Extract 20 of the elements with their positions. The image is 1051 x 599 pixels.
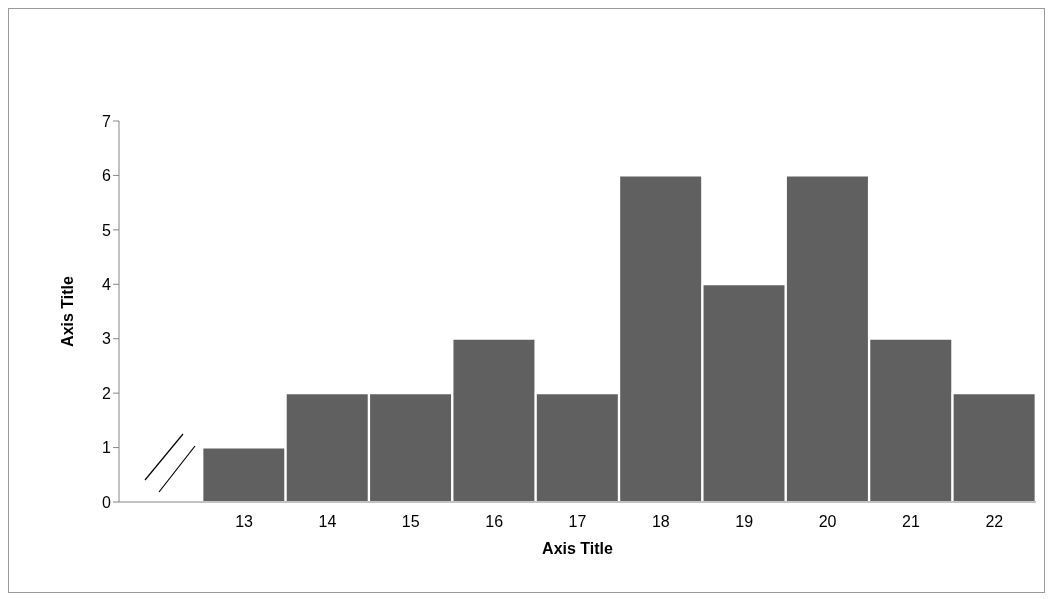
x-tick-label: 20 [818,513,837,531]
x-axis-title: Axis Title [542,540,614,557]
y-tick-label: 6 [102,167,112,185]
x-tick-label: 18 [651,513,670,531]
y-tick-label: 0 [102,493,112,511]
x-tick-label: 14 [318,513,337,531]
x-tick-label: 13 [235,513,254,531]
x-tick-label: 17 [568,513,587,531]
x-tick-label: 15 [401,513,420,531]
x-tick-label: 22 [985,513,1004,531]
x-tick-label: 21 [902,513,920,531]
x-tick-label: 16 [485,513,504,531]
y-tick-label: 5 [102,221,112,239]
y-tick-label: 2 [102,384,112,402]
y-tick-label: 1 [102,439,112,457]
y-tick-label: 7 [102,112,112,130]
y-tick-label: 3 [102,330,112,348]
y-axis-title: Axis Title [58,275,76,347]
x-tick-label: 19 [735,513,754,531]
y-tick-label: 4 [102,275,112,293]
